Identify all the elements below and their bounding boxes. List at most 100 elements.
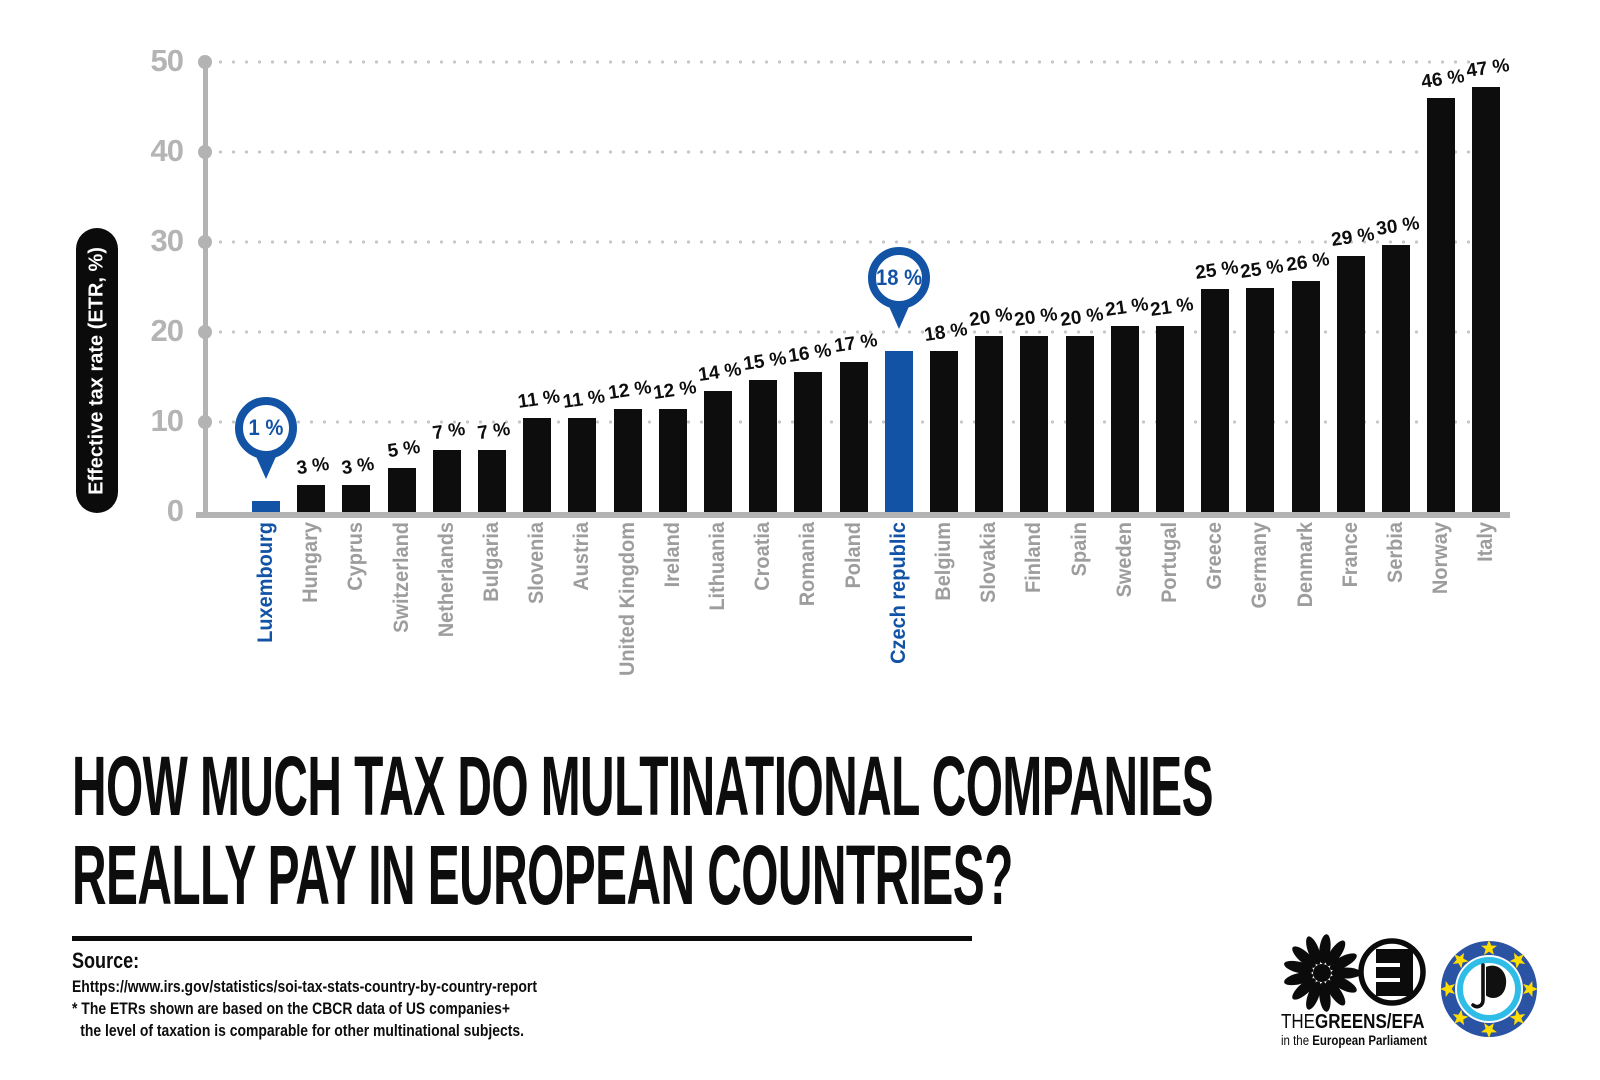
bar-croatia <box>749 379 778 512</box>
value-label-norway: 46 % <box>1420 66 1467 93</box>
x-axis-line <box>196 512 1510 518</box>
value-label-denmark: 26 % <box>1284 248 1331 276</box>
x-label-luxembourg: Luxembourg <box>254 522 277 643</box>
greens-sub-bold: European Parliament <box>1312 1033 1428 1048</box>
value-label-portugal: 21 % <box>1149 293 1195 321</box>
source-block: Source: Ehttps://www.irs.gov/statistics/… <box>72 946 639 1042</box>
x-label-spain: Spain <box>1067 522 1091 577</box>
x-label-greece: Greece <box>1203 522 1227 590</box>
value-label-switzerland: 5 % <box>385 436 422 463</box>
pirate-party-logo-icon <box>1440 940 1538 1038</box>
greens-name-bold: GREENS/EFA <box>1315 1011 1425 1033</box>
x-label-czech-republic: Czech republic <box>886 522 910 664</box>
bar-czech-republic <box>884 350 913 512</box>
callout-pointer-luxembourg <box>254 452 278 480</box>
bar-hungary <box>297 485 326 512</box>
y-tick-label-50: 50 <box>150 43 184 78</box>
y-axis-line <box>203 60 208 515</box>
source-note-1: * The ETRs shown are based on the CBCR d… <box>72 999 511 1018</box>
x-label-austria: Austria <box>570 522 594 591</box>
bar-united-kingdom <box>613 408 642 512</box>
greens-name-light: THE <box>1281 1011 1315 1033</box>
x-label-ireland: Ireland <box>660 522 684 588</box>
x-label-finland: Finland <box>1022 522 1046 593</box>
bar-germany <box>1246 287 1275 512</box>
bar-france <box>1336 255 1365 512</box>
pirate-flag-glyph <box>1471 963 1507 1009</box>
x-label-germany: Germany <box>1248 522 1272 609</box>
bar-bulgaria <box>478 449 506 512</box>
value-label-ireland: 12 % <box>651 376 698 404</box>
value-label-germany: 25 % <box>1239 255 1286 283</box>
bar-poland <box>839 361 868 512</box>
grid-line-50 <box>214 60 1472 64</box>
y-tick-label-30: 30 <box>150 223 184 258</box>
bar-finland <box>1020 335 1049 512</box>
value-label-cyprus: 3 % <box>340 453 376 480</box>
grid-line-20 <box>214 330 1472 334</box>
grid-line-40 <box>214 150 1472 154</box>
x-label-switzerland: Switzerland <box>389 522 413 633</box>
bar-norway <box>1427 98 1456 512</box>
greens-efa-logo-icon <box>1284 934 1426 1012</box>
bar-slovenia <box>523 418 552 512</box>
x-label-bulgaria: Bulgaria <box>480 522 503 602</box>
value-label-finland: 20 % <box>1013 303 1060 331</box>
bar-luxembourg <box>252 501 280 512</box>
bar-greece <box>1201 288 1230 512</box>
bar-slovakia <box>975 335 1004 512</box>
x-label-netherlands: Netherlands <box>434 522 458 638</box>
x-label-hungary: Hungary <box>299 522 323 603</box>
value-label-bulgaria: 7 % <box>476 418 512 445</box>
y-axis-label-pill: Effective tax rate (ETR, %) <box>76 228 118 513</box>
bar-serbia <box>1382 244 1410 512</box>
callout-label-czech-republic: 18 % <box>875 264 922 290</box>
value-label-spain: 20 % <box>1058 303 1105 331</box>
value-label-united-kingdom: 12 % <box>606 376 653 404</box>
bar-belgium <box>930 350 958 512</box>
x-label-romania: Romania <box>796 522 820 607</box>
x-label-cyprus: Cyprus <box>344 522 368 591</box>
callout-label-luxembourg: 1 % <box>248 415 284 441</box>
bar-chart: 0 10 20 30 40 50 1 % Luxembourg 3 % Hungary 3 % Cyp… <box>150 43 1512 676</box>
page-title: HOW MUCH TAX DO MULTINATIONAL COMPANIES … <box>72 742 1600 920</box>
bar-denmark <box>1291 280 1320 512</box>
source-heading: Source: <box>72 948 140 973</box>
source-note-2: the level of taxation is comparable for … <box>80 1021 525 1040</box>
bar-romania <box>794 371 823 512</box>
bar-switzerland <box>387 467 416 512</box>
grid-line-30 <box>214 240 1472 244</box>
page-title-line1: HOW MUCH TAX DO MULTINATIONAL COMPANIES <box>72 739 1214 833</box>
value-label-romania: 16 % <box>787 339 834 367</box>
bar-netherlands <box>432 449 461 512</box>
value-label-slovenia: 11 % <box>516 386 562 414</box>
bar-spain <box>1065 335 1094 512</box>
greens-efa-logo-text: THEGREENS/EFA in the European Parliament <box>1281 1011 1428 1049</box>
x-label-portugal: Portugal <box>1158 522 1181 603</box>
y-tick-label-0: 0 <box>166 493 184 528</box>
x-label-poland: Poland <box>841 522 865 589</box>
x-label-denmark: Denmark <box>1293 522 1317 608</box>
x-label-italy: Italy <box>1474 522 1498 562</box>
value-label-sweden: 21 % <box>1103 293 1150 321</box>
value-label-italy: 47 % <box>1465 55 1512 83</box>
bar-italy <box>1472 87 1501 512</box>
title-divider <box>72 936 972 941</box>
x-label-france: France <box>1338 522 1362 588</box>
bar-sweden <box>1110 325 1139 512</box>
y-tick-label-10: 10 <box>150 403 184 438</box>
page-title-line2: REALLY PAY IN EUROPEAN COUNTRIES? <box>72 828 1013 922</box>
y-tick-label-20: 20 <box>150 313 184 348</box>
callout-luxembourg: 1 % <box>235 397 297 460</box>
value-label-lithuania: 14 % <box>697 358 743 386</box>
greens-sub-light: in the <box>1281 1033 1313 1048</box>
bar-cyprus <box>342 485 371 512</box>
value-label-greece: 25 % <box>1194 256 1241 284</box>
x-label-serbia: Serbia <box>1384 522 1407 583</box>
y-tick-label-40: 40 <box>150 133 184 168</box>
x-label-slovakia: Slovakia <box>977 522 1001 603</box>
value-label-netherlands: 7 % <box>431 418 467 445</box>
value-label-france: 29 % <box>1329 223 1376 251</box>
x-label-slovenia: Slovenia <box>525 522 549 605</box>
value-label-hungary: 3 % <box>295 453 331 480</box>
